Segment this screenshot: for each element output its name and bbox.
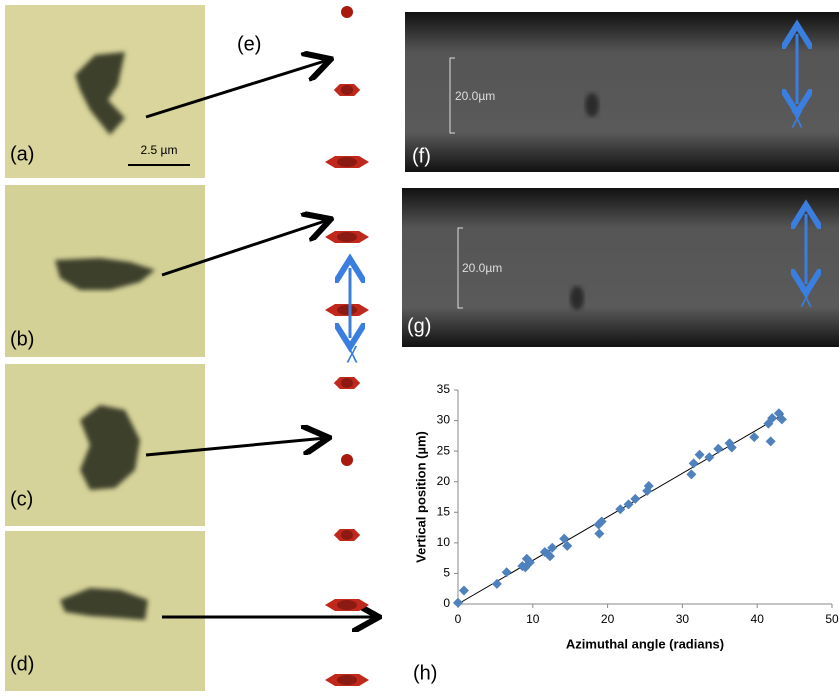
x-tick-label: 0 (455, 612, 462, 626)
point (704, 452, 714, 462)
scale-label: 2.5 µm (141, 143, 178, 157)
panel-label: (d) (10, 653, 34, 675)
panel-label: (a) (10, 143, 34, 165)
y-tick-label: 10 (437, 535, 451, 549)
particle (570, 286, 584, 310)
point (615, 504, 625, 514)
panel-label: (e) (237, 33, 261, 55)
panel-label: (f) (412, 145, 431, 167)
panel-label: (g) (407, 315, 431, 337)
scale-label: 20.0µm (455, 89, 495, 103)
axis-symbol: χ (800, 282, 812, 307)
point (695, 450, 705, 460)
panel-label: (c) (10, 488, 33, 510)
x-tick-label: 10 (526, 612, 540, 626)
figure: 2.5 µm (a) (b) (c) (d) (e) χ 20.0µm χ (f… (0, 0, 839, 691)
panel-label: (b) (10, 328, 34, 350)
point (624, 499, 634, 509)
point (502, 567, 512, 577)
y-tick-label: 30 (437, 413, 451, 427)
point (713, 444, 723, 454)
x-tick-label: 30 (676, 612, 690, 626)
y-tick-label: 20 (437, 474, 451, 488)
point (594, 529, 604, 539)
y-tick-label: 0 (443, 596, 450, 610)
point (689, 458, 699, 468)
y-axis-title: Vertical position (µm) (413, 431, 428, 563)
y-tick-label: 5 (443, 566, 450, 580)
y-tick-label: 25 (437, 443, 451, 457)
micrograph-d (5, 531, 205, 691)
panel-label: (h) (413, 662, 437, 684)
axis-symbol: χ (791, 103, 803, 128)
particle (585, 93, 599, 117)
scale-label: 20.0µm (462, 261, 502, 275)
y-tick-label: 15 (437, 504, 451, 518)
x-axis-title: Azimuthal angle (radians) (566, 636, 724, 651)
point (492, 579, 502, 589)
axis-symbol: χ (346, 338, 358, 363)
x-tick-label: 40 (751, 612, 765, 626)
x-tick-label: 50 (825, 612, 839, 626)
micrograph-c (5, 364, 205, 526)
point (453, 598, 463, 608)
y-tick-label: 35 (437, 382, 451, 396)
point (766, 436, 776, 446)
x-tick-label: 20 (601, 612, 615, 626)
point (686, 469, 696, 479)
point (459, 586, 469, 596)
